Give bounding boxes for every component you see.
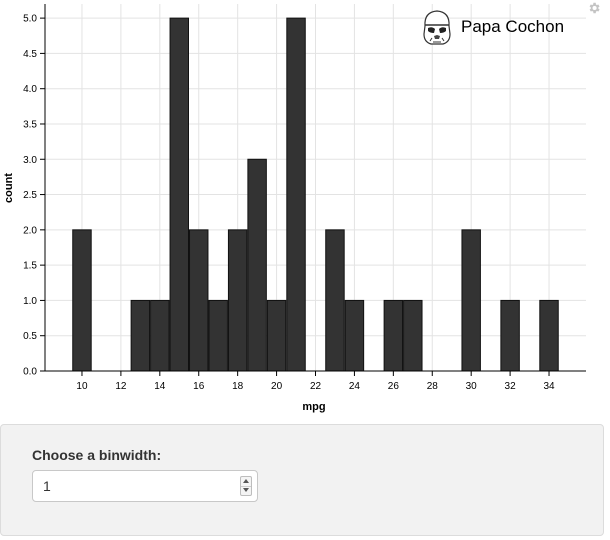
y-tick-label: 5.0 [23, 14, 37, 25]
binwidth-label: Choose a binwidth: [32, 447, 162, 463]
y-tick-label: 4.0 [23, 84, 37, 95]
histogram-bar [130, 299, 151, 372]
stormtrooper-icon [423, 10, 451, 45]
y-tick-label: 1.5 [23, 261, 37, 272]
spinner-up-icon[interactable] [241, 477, 251, 487]
y-tick-label: 3.5 [23, 119, 37, 130]
y-tick-labels: 0.0 0.5 1.0 1.5 2.0 2.5 3.0 3.5 4.0 4.5 5.0 [23, 14, 37, 378]
histogram-bar [539, 299, 559, 372]
histogram-bar [403, 299, 423, 372]
axes [40, 4, 586, 376]
y-tick-label: 0.5 [23, 331, 37, 342]
x-tick-label: 28 [427, 381, 439, 392]
gear-icon[interactable] [587, 1, 601, 15]
x-tick-label: 32 [505, 381, 517, 392]
histogram-bar [461, 229, 481, 372]
logo: Papa Cochon [423, 10, 564, 45]
histogram-bar [189, 229, 209, 372]
x-tick-label: 26 [388, 381, 400, 392]
binwidth-spinner[interactable] [240, 476, 252, 496]
x-tick-label: 14 [154, 381, 166, 392]
x-tick-label: 10 [76, 381, 88, 392]
histogram-bar [500, 299, 520, 372]
control-panel: Choose a binwidth: [0, 424, 604, 536]
y-tick-label: 4.5 [23, 49, 37, 60]
x-tick-label: 30 [466, 381, 478, 392]
y-tick-label: 3.0 [23, 155, 37, 166]
y-tick-label: 2.0 [23, 225, 37, 236]
histogram-bar [227, 229, 248, 372]
histogram-bar [150, 299, 170, 372]
binwidth-field[interactable] [32, 470, 258, 502]
y-tick-label: 0.0 [23, 367, 37, 378]
x-tick-label: 20 [271, 381, 283, 392]
x-tick-label: 18 [232, 381, 244, 392]
x-tick-label: 12 [115, 381, 127, 392]
histogram-bar [383, 299, 404, 372]
histogram-chart: 0.0 0.5 1.0 1.5 2.0 2.5 3.0 3.5 4.0 4.5 5.0 10 12 14… [3, 4, 586, 413]
x-tick-label: 16 [193, 381, 205, 392]
binwidth-input[interactable] [43, 477, 233, 495]
x-tick-label: 34 [543, 381, 555, 392]
histogram-bar [247, 158, 267, 372]
histogram-bar [286, 17, 306, 372]
histogram-bar [208, 299, 228, 372]
x-tick-label: 22 [310, 381, 322, 392]
x-axis-title: mpg [302, 401, 325, 413]
histogram-bar [169, 17, 190, 372]
x-tick-label: 24 [349, 381, 361, 392]
histogram-bar [325, 229, 345, 372]
y-tick-label: 1.0 [23, 296, 37, 307]
histogram-bar [266, 299, 287, 372]
logo-text: Papa Cochon [461, 17, 564, 36]
y-tick-label: 2.5 [23, 190, 37, 201]
y-axis-title: count [3, 173, 15, 203]
x-tick-labels: 10 12 14 16 18 20 22 24 26 28 30 32 34 [76, 381, 555, 392]
spinner-down-icon[interactable] [241, 486, 251, 495]
histogram-bar [344, 299, 365, 372]
histogram-bar [72, 229, 92, 372]
